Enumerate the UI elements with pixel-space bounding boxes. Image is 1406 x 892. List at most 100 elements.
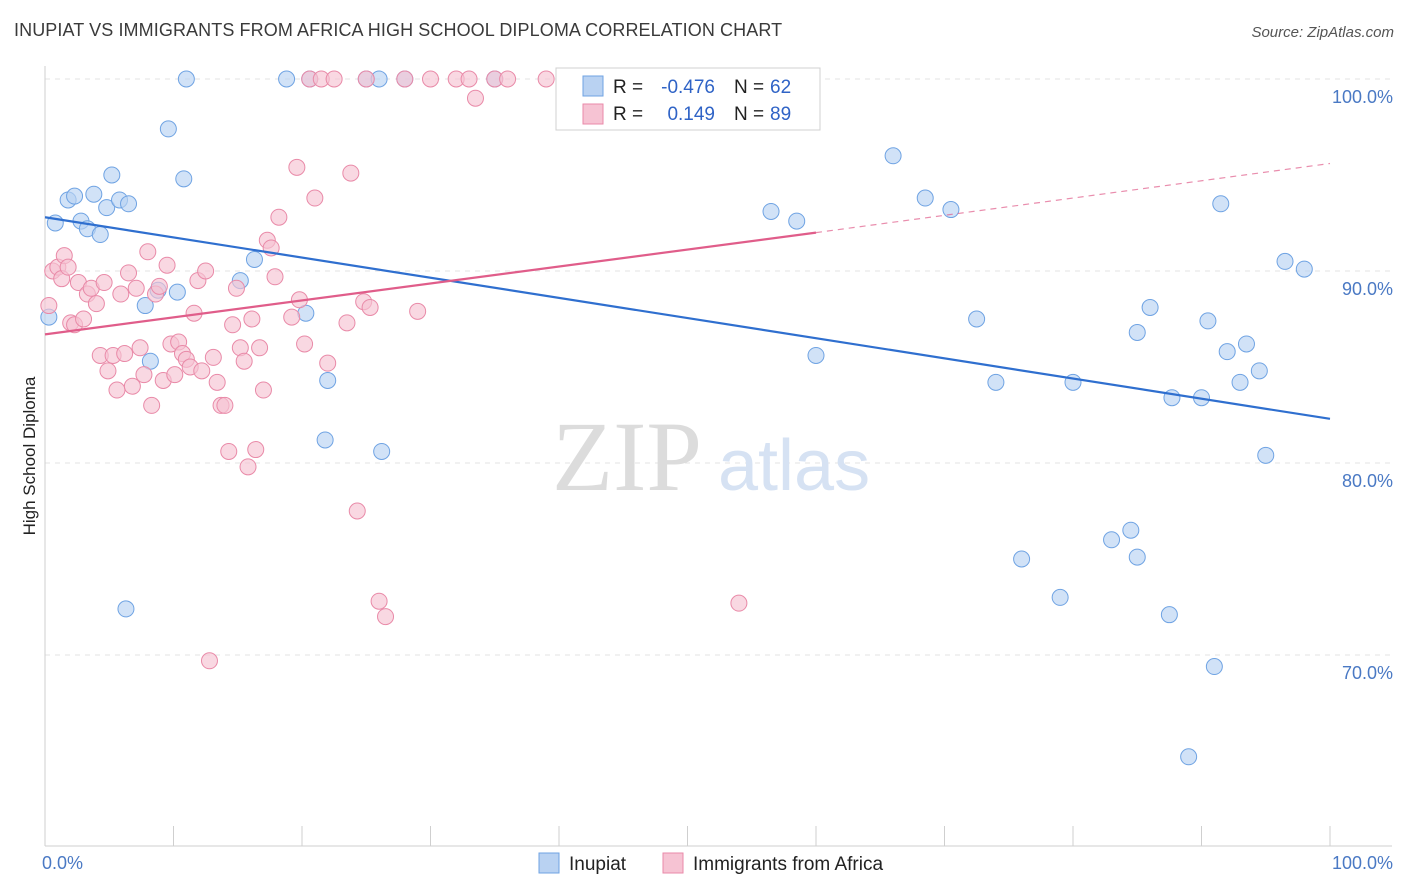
- stats-r-value-africa: 0.149: [667, 104, 715, 125]
- point-inupiat-6: [85, 185, 103, 203]
- point-africa-60: [283, 308, 301, 326]
- y-axis-title: High School Diploma: [20, 376, 39, 535]
- point-inupiat-42: [987, 373, 1005, 391]
- point-africa-12: [87, 295, 105, 313]
- point-africa-17: [108, 381, 126, 399]
- trend-line-extension-africa: [815, 162, 1331, 234]
- y-tick-label-3: 70.0%: [1342, 663, 1393, 683]
- stats-n-label-inupiat: N =: [734, 77, 764, 98]
- y-tick-label-0: 100.0%: [1332, 87, 1393, 107]
- legend-swatch-africa: [662, 852, 684, 874]
- point-africa-19: [116, 345, 134, 363]
- point-africa-23: [131, 339, 149, 357]
- point-africa-42: [204, 348, 222, 366]
- point-africa-32: [166, 366, 184, 384]
- point-africa-59: [270, 208, 288, 226]
- point-africa-5: [59, 258, 77, 276]
- point-africa-18: [112, 285, 130, 303]
- point-inupiat-35: [807, 346, 825, 364]
- stats-r-label-africa: R =: [613, 104, 643, 125]
- point-africa-52: [243, 310, 261, 328]
- point-inupiat-43: [1013, 550, 1031, 568]
- point-africa-15: [99, 362, 117, 380]
- stats-legend: R = -0.476 N = 62 R = 0.149 N = 89: [555, 67, 821, 131]
- point-inupiat-11: [120, 195, 138, 213]
- point-africa-40: [197, 262, 215, 280]
- point-inupiat-3: [66, 187, 84, 205]
- point-inupiat-57: [1212, 195, 1230, 213]
- point-africa-79: [422, 70, 439, 88]
- point-africa-55: [254, 381, 272, 399]
- point-africa-47: [224, 316, 242, 334]
- x-tick-label-0: 0.0%: [42, 853, 83, 873]
- point-inupiat-36: [884, 147, 902, 165]
- tick-labels: 100.0% 90.0% 80.0% 70.0% 0.0% 100.0%: [42, 87, 1393, 873]
- point-inupiat-56: [1205, 658, 1223, 676]
- point-africa-63: [296, 335, 314, 353]
- point-africa-39: [193, 362, 211, 380]
- point-africa-54: [251, 339, 269, 357]
- point-africa-78: [409, 302, 427, 320]
- stats-swatch-inupiat: [582, 75, 604, 97]
- point-africa-76: [377, 608, 395, 626]
- point-africa-82: [466, 89, 484, 107]
- point-africa-67: [319, 354, 337, 372]
- point-africa-28: [150, 277, 168, 295]
- point-inupiat-29: [373, 442, 391, 460]
- point-africa-48: [227, 279, 245, 297]
- trend-line-africa: [44, 231, 817, 336]
- point-inupiat-51: [1160, 606, 1178, 624]
- point-africa-81: [460, 70, 478, 88]
- point-africa-77: [396, 70, 414, 88]
- point-inupiat-18: [175, 170, 193, 188]
- point-africa-43: [208, 373, 226, 391]
- point-inupiat-61: [1250, 362, 1268, 380]
- point-inupiat-7: [91, 226, 109, 244]
- bottom-legend: Inupiat Immigrants from Africa: [538, 852, 883, 875]
- point-africa-14: [95, 274, 113, 292]
- point-africa-30: [158, 256, 176, 274]
- trend-lines: [44, 162, 1331, 420]
- source-credit: Source: ZipAtlas.com: [1251, 24, 1394, 41]
- watermark-atlas: atlas: [718, 426, 870, 506]
- stats-r-label-inupiat: R =: [613, 77, 643, 98]
- point-inupiat-46: [1103, 531, 1121, 549]
- point-inupiat-16: [159, 120, 177, 138]
- point-inupiat-64: [1295, 260, 1313, 278]
- stats-swatch-africa: [582, 103, 604, 125]
- point-africa-9: [75, 310, 93, 328]
- point-africa-0: [40, 297, 58, 315]
- axes: [44, 66, 1392, 847]
- stats-n-label-africa: N =: [734, 104, 764, 125]
- chart-title: INUPIAT VS IMMIGRANTS FROM AFRICA HIGH S…: [14, 20, 783, 40]
- point-africa-61: [288, 158, 306, 176]
- stats-n-value-africa: 89: [770, 104, 791, 125]
- point-africa-75: [370, 592, 388, 610]
- legend-swatch-inupiat: [538, 852, 560, 874]
- point-inupiat-55: [1199, 312, 1217, 330]
- point-inupiat-41: [968, 310, 986, 328]
- point-inupiat-62: [1257, 446, 1275, 464]
- point-africa-45: [216, 396, 234, 414]
- point-africa-58: [266, 268, 284, 286]
- watermark-zip: ZIP: [552, 401, 702, 512]
- point-inupiat-26: [319, 371, 337, 389]
- point-inupiat-25: [316, 431, 334, 449]
- point-africa-69: [338, 314, 356, 332]
- y-tick-label-2: 80.0%: [1342, 471, 1393, 491]
- point-africa-87: [730, 594, 748, 612]
- stats-r-value-inupiat: -0.476: [661, 77, 715, 98]
- point-inupiat-59: [1231, 373, 1249, 391]
- point-inupiat-22: [278, 70, 296, 88]
- point-africa-22: [127, 279, 145, 297]
- stats-n-value-inupiat: 62: [770, 77, 791, 98]
- point-africa-46: [220, 442, 238, 460]
- point-africa-26: [143, 396, 161, 414]
- point-inupiat-40: [942, 201, 960, 219]
- legend-label-inupiat: Inupiat: [569, 854, 627, 875]
- point-africa-21: [123, 377, 141, 395]
- point-africa-65: [306, 189, 324, 207]
- point-inupiat-19: [177, 70, 195, 88]
- point-africa-85: [537, 70, 555, 88]
- point-inupiat-8: [98, 199, 116, 217]
